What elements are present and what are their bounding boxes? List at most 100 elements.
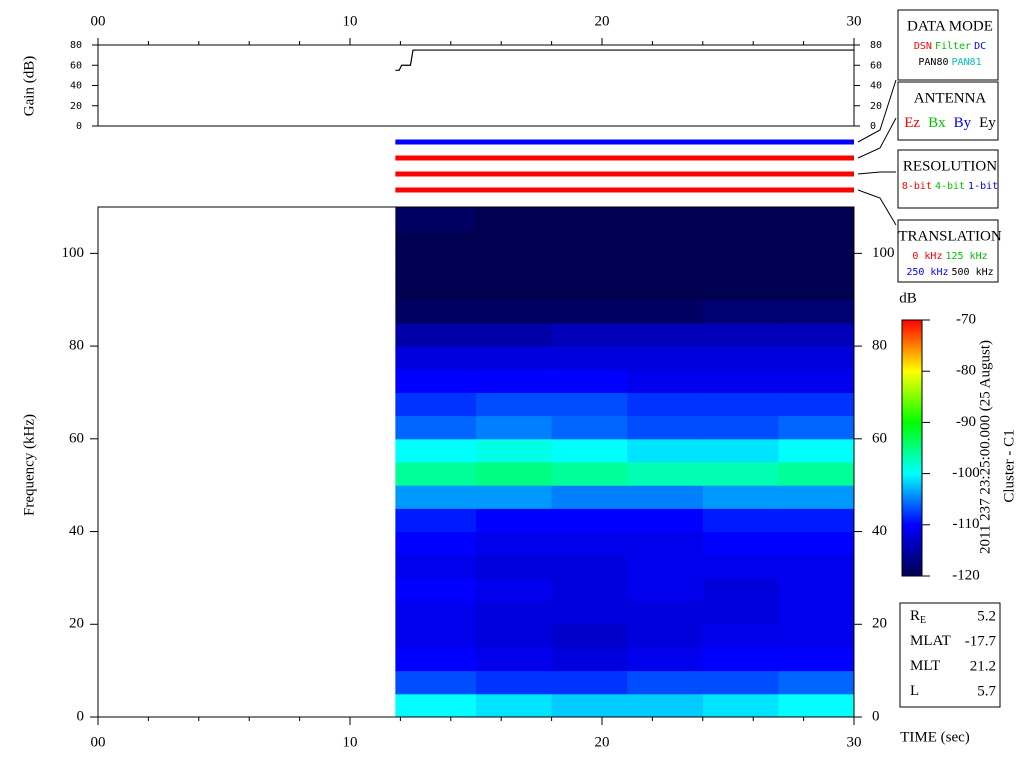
spectrogram-cell (778, 392, 855, 417)
spectrogram-cell (778, 253, 855, 278)
spectrogram-cell (551, 577, 628, 602)
gain-axis-label: Gain (dB) (21, 56, 37, 116)
legend-row: 8-bit 4-bit 1-bit (902, 181, 998, 192)
gain-tick-label: 80 (870, 40, 882, 51)
spectrogram-cell (476, 207, 553, 231)
spectrogram-cell (702, 230, 779, 254)
spectrogram-cell (702, 693, 779, 718)
legend-title: ANTENNA (914, 90, 987, 106)
freq-tick-label: 20 (872, 616, 887, 632)
legend-item: DC (974, 41, 986, 52)
freq-tick-label: 80 (872, 338, 887, 354)
spectrogram-cell (476, 415, 553, 440)
spectrogram-cell (395, 531, 477, 556)
spectrogram-frame (97, 206, 855, 718)
colorbar-tick-label: -90 (956, 414, 976, 430)
spectrogram-cell (627, 230, 704, 254)
ephemeris-label-text: MLAT (910, 633, 951, 649)
x-tick-label: 20 (595, 13, 610, 29)
freq-axis-label: Frequency (kHz) (21, 414, 37, 516)
spectrogram-cell (778, 207, 855, 231)
legend-row: DSN Filter DC (914, 41, 986, 52)
gain-tick-label: 20 (870, 101, 882, 112)
spectrogram-cell (778, 693, 855, 718)
x-tick-label: 30 (847, 734, 862, 750)
mode-bar (395, 171, 854, 177)
spectrogram-cell (702, 647, 779, 672)
spectrogram-cell (778, 554, 855, 579)
ephemeris-label-sub: E (920, 615, 926, 626)
spectrogram-cell (476, 554, 553, 579)
spectrogram-cell (395, 230, 477, 254)
ephemeris-label-text: MLT (910, 658, 940, 674)
spectrogram-cell (476, 624, 553, 648)
x-tick-label: 10 (343, 734, 358, 750)
gain-tick-label: 60 (870, 60, 882, 71)
spectrogram-cell (627, 670, 704, 695)
spectrogram-cell (476, 276, 553, 301)
spectrogram-cell (395, 693, 477, 718)
ephemeris-label-text: L (910, 683, 919, 699)
spectrogram-cell (476, 253, 553, 278)
legend-box (897, 9, 999, 81)
legend-item: 8-bit (902, 181, 932, 192)
gain-tick-label: 20 (70, 101, 82, 112)
side-title: 2011 237 23:25:00.000 (25 August) (977, 340, 993, 554)
legend-row: PAN80 PAN81 (918, 57, 981, 68)
spectrogram-cell (551, 531, 628, 556)
spectrogram-cell (778, 670, 855, 695)
spectrogram-cell (627, 438, 704, 463)
spectrogram-cell (551, 693, 628, 718)
x-tick-label: 00 (91, 734, 106, 750)
spectrogram-cell (551, 647, 628, 672)
spectrogram-cell (551, 346, 628, 370)
spectrogram-cell (627, 253, 704, 278)
legend-item: 500 kHz (952, 267, 994, 278)
colorbar-label: dB (899, 290, 917, 306)
ephemeris-label-text: R (910, 608, 920, 624)
spectrogram-cell (395, 554, 477, 579)
spectrogram-cell (627, 624, 704, 648)
spectrogram-cell (778, 299, 855, 324)
spectrogram-cell (627, 693, 704, 718)
spectrogram-cell (778, 369, 855, 393)
spectrogram-cell (551, 508, 628, 533)
spectrogram-cell (476, 601, 553, 625)
spectrogram-cell (395, 670, 477, 695)
x-tick-label: 20 (595, 734, 610, 750)
freq-tick-label: 60 (872, 430, 887, 446)
ephemeris-value: 5.7 (977, 683, 996, 699)
gain-frame (97, 44, 855, 127)
spectrogram-cell (395, 577, 477, 602)
spectrogram-cell (551, 554, 628, 579)
spectrogram-cell (702, 415, 779, 440)
side-subtitle: Cluster - C1 (1001, 429, 1017, 502)
spectrogram-cell (395, 508, 477, 533)
spectrogram-cell (551, 415, 628, 440)
spectrogram-cell (395, 415, 477, 440)
legend-box (897, 219, 999, 283)
spectrogram-cell (702, 322, 779, 347)
freq-tick-label: 20 (69, 616, 84, 632)
legend-title: DATA MODE (907, 18, 993, 34)
spectrogram-cell (551, 601, 628, 625)
spectrogram-cell (627, 485, 704, 509)
mode-bar (395, 187, 854, 193)
spectrogram-cell (476, 346, 553, 370)
spectrogram-cell (778, 647, 855, 672)
spectrogram-cell (476, 670, 553, 695)
spectrogram-cell (395, 207, 477, 231)
spectrogram-cell (551, 253, 628, 278)
ephemeris-label: L (910, 683, 919, 699)
legend-box (897, 149, 999, 209)
spectrogram-cell (551, 322, 628, 347)
spectrogram-cell (395, 322, 477, 347)
spectrogram-cell (702, 369, 779, 393)
x-tick-label: 10 (343, 13, 358, 29)
spectrogram-cell (702, 438, 779, 463)
spectrogram-cell (778, 230, 855, 254)
spectrogram-cell (702, 207, 779, 231)
spectrogram-cell (627, 577, 704, 602)
spectrogram-cell (778, 415, 855, 440)
gain-tick-label: 0 (76, 121, 82, 132)
